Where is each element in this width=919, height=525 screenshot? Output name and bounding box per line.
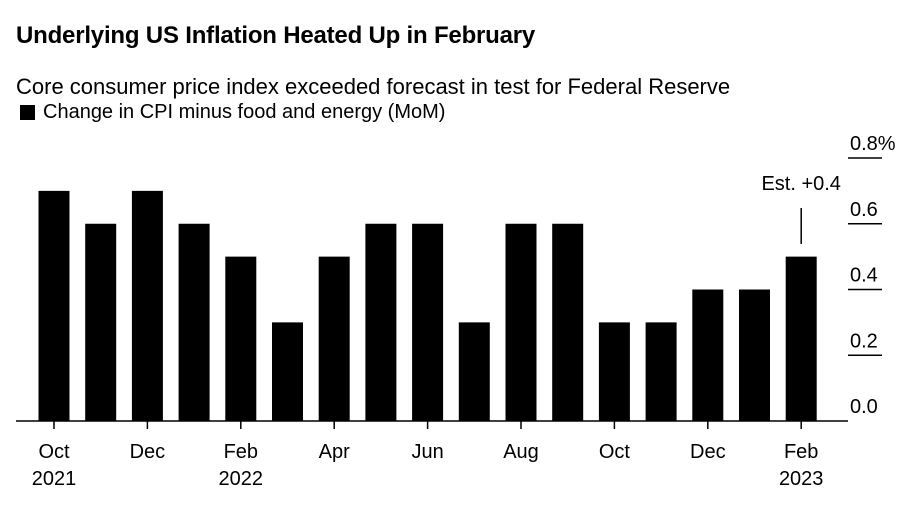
- legend-swatch: [20, 105, 35, 120]
- x-tick-month: Jun: [411, 441, 443, 463]
- bar-2023-02: [785, 256, 817, 421]
- bar-2021-12: [131, 190, 163, 421]
- bar-2022-01: [178, 223, 210, 421]
- bar-2022-05: [365, 223, 397, 421]
- x-tick-year: 2023: [779, 468, 824, 490]
- bar-2021-10: [38, 190, 70, 421]
- bar-2022-03: [272, 322, 303, 421]
- x-tick-month: Oct: [38, 441, 70, 463]
- bar-2022-06: [412, 223, 444, 421]
- x-tick-year: 2021: [32, 468, 77, 490]
- x-tick-month: Feb: [224, 441, 258, 463]
- bar-2022-12: [692, 289, 724, 421]
- x-tick-month: Oct: [599, 441, 631, 463]
- x-tick-year: 2022: [219, 468, 264, 490]
- x-tick-month: Aug: [503, 441, 539, 463]
- y-tick-label: 0.8%: [850, 133, 896, 155]
- bar-2022-08: [505, 223, 537, 421]
- x-tick-month: Feb: [784, 441, 818, 463]
- x-tick-month: Dec: [690, 441, 726, 463]
- x-tick-month: Apr: [319, 441, 350, 463]
- x-tick-month: Dec: [130, 441, 166, 463]
- legend-label: Change in CPI minus food and energy (MoM…: [43, 101, 446, 123]
- bar-2022-04: [318, 256, 350, 421]
- y-tick-label: 0.6: [850, 199, 878, 221]
- bar-2022-02: [225, 256, 257, 421]
- y-tick-label: 0.2: [850, 330, 878, 352]
- chart-legend: Change in CPI minus food and energy (MoM…: [20, 101, 445, 124]
- chart-title: Underlying US Inflation Heated Up in Feb…: [16, 22, 536, 49]
- y-tick-label: 0.4: [850, 265, 878, 287]
- bar-2022-11: [645, 322, 677, 421]
- bar-2022-10: [598, 322, 630, 421]
- chart-subtitle: Core consumer price index exceeded forec…: [16, 74, 731, 99]
- annotation-label: Est. +0.4: [761, 173, 841, 195]
- bar-2021-11: [85, 223, 117, 421]
- bar-2023-01: [739, 289, 770, 421]
- bar-2022-09: [552, 223, 584, 421]
- bar-2022-07: [458, 322, 490, 421]
- y-tick-label: 0.0: [850, 396, 878, 418]
